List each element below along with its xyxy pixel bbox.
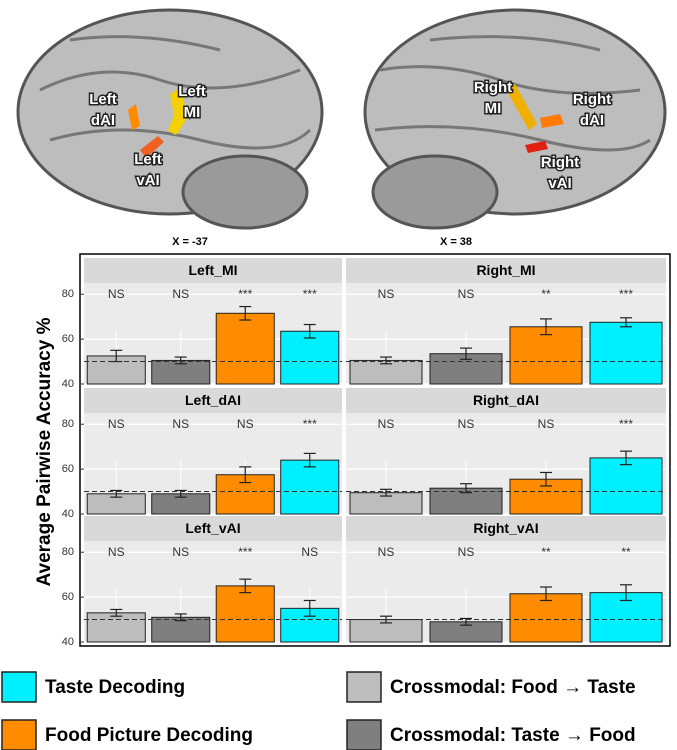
bar <box>589 321 663 385</box>
y-tick-label: 40 <box>62 378 74 390</box>
significance-label: NS <box>108 545 125 559</box>
significance-label: ** <box>541 545 551 559</box>
slice-coordinate: X = 38 <box>440 236 472 248</box>
legend-swatch <box>1 671 37 703</box>
bar <box>509 593 583 643</box>
significance-label: *** <box>303 287 317 301</box>
panel-title: Left_MI <box>189 262 238 278</box>
y-tick-label: 80 <box>62 546 74 558</box>
significance-label: NS <box>172 287 189 301</box>
significance-label: *** <box>619 417 633 431</box>
region-label: MI <box>485 100 502 117</box>
significance-label: *** <box>238 287 252 301</box>
left-brain <box>16 8 324 230</box>
y-tick-label: 40 <box>62 508 74 520</box>
panel-title: Right_vAI <box>473 520 538 536</box>
panel-strip <box>346 516 666 541</box>
panel-strip <box>346 258 666 283</box>
y-tick-label: 80 <box>62 418 74 430</box>
region-label: Right <box>474 79 512 96</box>
legend-swatch <box>1 719 37 750</box>
significance-label: NS <box>458 545 475 559</box>
region-label: vAI <box>136 172 159 189</box>
y-tick-label: 60 <box>62 591 74 603</box>
region-label: MI <box>184 104 201 121</box>
bar <box>151 616 211 643</box>
region-label: Right <box>573 91 611 108</box>
significance-label: NS <box>237 417 254 431</box>
panel-title: Left_vAI <box>185 520 240 536</box>
significance-label: NS <box>458 417 475 431</box>
bar <box>215 312 275 385</box>
significance-label: NS <box>172 417 189 431</box>
region-label: Left <box>89 91 117 108</box>
significance-label: NS <box>458 287 475 301</box>
region-label: Left <box>134 151 162 168</box>
y-tick-label: 80 <box>62 288 74 300</box>
significance-label: NS <box>378 545 395 559</box>
bar <box>215 585 275 643</box>
legend-label: Crossmodal: Taste → Food <box>390 725 636 746</box>
significance-label: *** <box>303 417 317 431</box>
y-tick-label: 60 <box>62 463 74 475</box>
legend-label: Crossmodal: Food → Taste <box>390 677 636 698</box>
significance-label: NS <box>378 417 395 431</box>
y-axis-label: Average Pairwise Accuracy % <box>34 317 55 586</box>
region-label: Left <box>178 83 206 100</box>
chart-frame <box>79 253 671 647</box>
panel-title: Right_MI <box>476 262 535 278</box>
legend-label: Taste Decoding <box>45 677 185 698</box>
slice-coordinate: X = -37 <box>172 236 208 248</box>
significance-label: NS <box>538 417 555 431</box>
significance-label: NS <box>378 287 395 301</box>
region-label: vAI <box>548 175 571 192</box>
significance-label: ** <box>621 545 631 559</box>
panel-strip <box>346 388 666 413</box>
legend-label: Food Picture Decoding <box>45 725 253 746</box>
bar <box>509 326 583 385</box>
bar <box>86 612 146 643</box>
region-label: Right <box>541 154 579 171</box>
significance-label: NS <box>108 417 125 431</box>
panel-strip <box>84 516 342 541</box>
significance-label: ** <box>541 287 551 301</box>
y-tick-label: 60 <box>62 333 74 345</box>
significance-label: *** <box>238 545 252 559</box>
panel-title: Right_dAI <box>473 392 539 408</box>
y-tick-label: 40 <box>62 636 74 648</box>
significance-label: NS <box>172 545 189 559</box>
legend-swatch <box>346 719 382 750</box>
significance-label: *** <box>619 287 633 301</box>
legend-swatch <box>346 671 382 703</box>
bar <box>589 457 663 515</box>
panel-strip <box>84 258 342 283</box>
region-label: dAI <box>580 112 604 129</box>
significance-label: NS <box>108 287 125 301</box>
right-brain <box>363 8 667 230</box>
panel-strip <box>84 388 342 413</box>
region-label: dAI <box>91 112 115 129</box>
bar <box>280 459 340 515</box>
panel-title: Left_dAI <box>185 392 241 408</box>
bar <box>280 330 340 385</box>
significance-label: NS <box>301 545 318 559</box>
